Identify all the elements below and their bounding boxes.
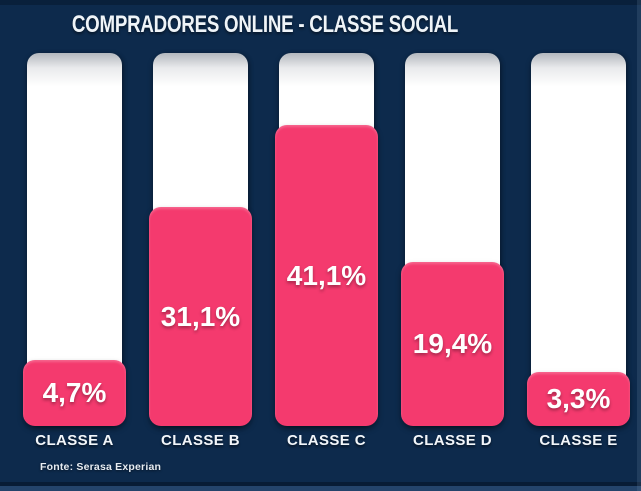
bar-category-label: CLASSE D — [412, 432, 493, 449]
bar-category-label: CLASSE A — [35, 432, 114, 449]
bar-track — [531, 53, 626, 424]
bar-column-classe-c: 41,1% CLASSE C — [275, 53, 378, 449]
bottom-edge-strip — [0, 486, 641, 491]
bar-value-label: 41,1% — [286, 259, 367, 291]
bar-classe-e: 3,3% — [527, 372, 630, 426]
right-edge-strip — [637, 0, 641, 491]
bar-classe-c: 41,1% — [275, 125, 378, 426]
bar-category-label: CLASSE C — [286, 432, 367, 449]
bar-category-label: CLASSE B — [160, 432, 241, 449]
bar-column-classe-d: 19,4% CLASSE D — [401, 53, 504, 449]
bar-value-label: 3,3% — [546, 383, 611, 414]
top-edge-shade — [0, 0, 641, 5]
bar-classe-a: 4,7% — [23, 360, 126, 426]
bar-value-label: 19,4% — [412, 328, 493, 359]
bar-classe-b: 31,1% — [149, 207, 252, 426]
bar-value-label: 31,1% — [160, 300, 241, 332]
bar-column-classe-e: 3,3% CLASSE E — [527, 53, 630, 449]
bottom-edge-shadow — [0, 482, 641, 486]
bar-category-label: CLASSE E — [539, 432, 618, 449]
bar-value-label: 4,7% — [42, 377, 107, 408]
chart-title: COMPRADORES ONLINE - CLASSE SOCIAL — [71, 11, 459, 38]
bar-column-classe-b: 31,1% CLASSE B — [149, 53, 252, 449]
bar-column-classe-a: 4,7% CLASSE A — [23, 53, 126, 449]
bar-classe-d: 19,4% — [401, 262, 504, 426]
source-note: Fonte: Serasa Experian — [40, 461, 162, 473]
